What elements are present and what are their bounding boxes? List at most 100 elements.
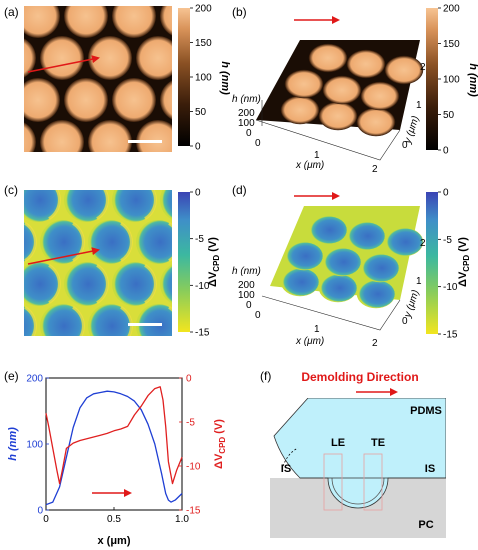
dome-edge-highlight bbox=[48, 264, 61, 304]
y-right-tick-label: 0 bbox=[186, 374, 192, 385]
panel-label-c: (c) bbox=[4, 183, 18, 197]
dome bbox=[112, 6, 156, 38]
dome-3d bbox=[360, 253, 400, 283]
scan-line-arrow bbox=[27, 55, 100, 73]
colorbar-tick-label: -15 bbox=[443, 330, 458, 341]
dome bbox=[64, 190, 108, 222]
dome-edge-highlight bbox=[144, 264, 157, 304]
x-tick-d-2: 2 bbox=[372, 338, 378, 349]
te-region-box bbox=[363, 453, 383, 511]
dome-3d bbox=[308, 215, 348, 245]
dome bbox=[112, 78, 156, 122]
dome bbox=[112, 262, 156, 306]
kpfm-potential-3d bbox=[261, 206, 424, 331]
dome-3d bbox=[384, 55, 424, 85]
y-tick-b-2: 2 bbox=[420, 62, 426, 73]
dome bbox=[160, 264, 172, 304]
colorbar-potential-3d-title: ΔVCPD (V) bbox=[457, 237, 471, 287]
h-tick-d-0: 0 bbox=[246, 300, 252, 311]
dome-edge-highlight bbox=[24, 222, 37, 262]
afm-height-map bbox=[24, 6, 172, 152]
dome-3d bbox=[308, 43, 348, 73]
x-tick-b-0: 0 bbox=[255, 138, 261, 149]
te-label: TE bbox=[371, 437, 385, 449]
dome bbox=[24, 122, 36, 152]
plot-frame bbox=[45, 377, 183, 511]
colorbar-tick-label: 200 bbox=[443, 4, 460, 15]
dome bbox=[112, 190, 156, 222]
dome bbox=[184, 304, 228, 348]
x-tick-d-1: 1 bbox=[314, 324, 320, 335]
is-left-label: IS bbox=[281, 463, 291, 475]
colorbar-height: 200 150 100 50 0 h (nm) bbox=[178, 4, 231, 153]
y-right-title: ΔVCPD (V) bbox=[213, 419, 227, 469]
dome-edge-highlight bbox=[96, 190, 109, 220]
dome-3d bbox=[360, 81, 400, 111]
colorbar-tick-label: 0 bbox=[195, 188, 201, 199]
dome-3d bbox=[356, 107, 396, 137]
x-tick-label: 1.0 bbox=[175, 514, 189, 525]
le-region-box bbox=[323, 453, 343, 511]
colorbar-tick-label: 0 bbox=[443, 146, 449, 157]
dome-3d bbox=[318, 273, 358, 303]
x-tick-b-2: 2 bbox=[372, 164, 378, 175]
dome bbox=[40, 120, 84, 152]
dome bbox=[24, 6, 60, 38]
x-tick-d-0: 0 bbox=[255, 310, 261, 321]
colorbar-height-title: h (nm) bbox=[219, 61, 231, 95]
colorbar-tick-label: 50 bbox=[195, 107, 207, 118]
kpfm-potential-map bbox=[24, 190, 228, 348]
dome-edge-highlight bbox=[72, 222, 85, 262]
height-profile-line bbox=[45, 390, 183, 506]
y-tick-b-0: 0 bbox=[402, 140, 408, 151]
h-tick-b-200: 200 bbox=[238, 108, 255, 119]
y-left-tick-label: 100 bbox=[26, 440, 43, 451]
h-label-b: h (nm) bbox=[232, 94, 261, 105]
dome-3d bbox=[356, 279, 396, 309]
dome bbox=[136, 304, 172, 336]
dome-3d bbox=[346, 221, 386, 251]
dome bbox=[40, 304, 84, 336]
dome bbox=[88, 36, 132, 80]
colorbar-tick-label: -5 bbox=[195, 234, 204, 245]
dome-edge-highlight bbox=[72, 306, 85, 336]
h-tick-d-100: 100 bbox=[238, 290, 255, 301]
dome bbox=[24, 38, 36, 78]
pc-label: PC bbox=[418, 519, 433, 531]
x-tick-b-1: 1 bbox=[314, 150, 320, 161]
peel-arc-arrow bbox=[281, 447, 299, 471]
pdms-mold bbox=[273, 398, 446, 509]
dome-3d bbox=[346, 49, 386, 79]
colorbar-tick-label: 150 bbox=[443, 39, 460, 50]
dome-3d bbox=[318, 101, 358, 131]
y-left-title: h (nm) bbox=[7, 427, 19, 461]
x-label-d: x (μm) bbox=[295, 336, 324, 347]
h-tick-d-200: 200 bbox=[238, 280, 255, 291]
y-right-tick-label: -10 bbox=[186, 462, 201, 473]
dome bbox=[88, 120, 132, 152]
dome bbox=[88, 304, 132, 336]
colorbar-tick-label: 100 bbox=[443, 75, 460, 86]
dome-edge-highlight bbox=[48, 190, 61, 220]
panel-label-f: (f) bbox=[260, 369, 271, 383]
y-tick-b-1: 1 bbox=[416, 100, 422, 111]
dome-edge-highlight bbox=[96, 264, 109, 304]
colorbar-potential-title: ΔVCPD (V) bbox=[207, 237, 221, 287]
dome-3d bbox=[322, 75, 362, 105]
colorbar-potential-3d: 0 -5 -10 -15 ΔVCPD (V) bbox=[426, 188, 471, 341]
dome bbox=[24, 262, 60, 306]
y-right-tick-label: -15 bbox=[186, 506, 201, 517]
demolding-schematic: Demolding Direction PDMS LE TE IS IS PC bbox=[270, 370, 446, 538]
panel-label-a: (a) bbox=[4, 5, 19, 19]
colorbar-tick-label: -5 bbox=[443, 235, 452, 246]
dome-edge-highlight bbox=[144, 190, 157, 220]
dome-edge-highlight bbox=[24, 306, 37, 336]
dome bbox=[184, 220, 228, 264]
dome-edge-highlight bbox=[217, 307, 227, 344]
scan-line-arrow-c bbox=[27, 247, 100, 265]
potential-profile-line bbox=[45, 386, 183, 485]
dome-3d bbox=[284, 69, 324, 99]
dome bbox=[160, 6, 172, 36]
colorbar-height-3d-title: h (nm) bbox=[467, 63, 478, 97]
y-right-tick-label: -5 bbox=[186, 418, 195, 429]
